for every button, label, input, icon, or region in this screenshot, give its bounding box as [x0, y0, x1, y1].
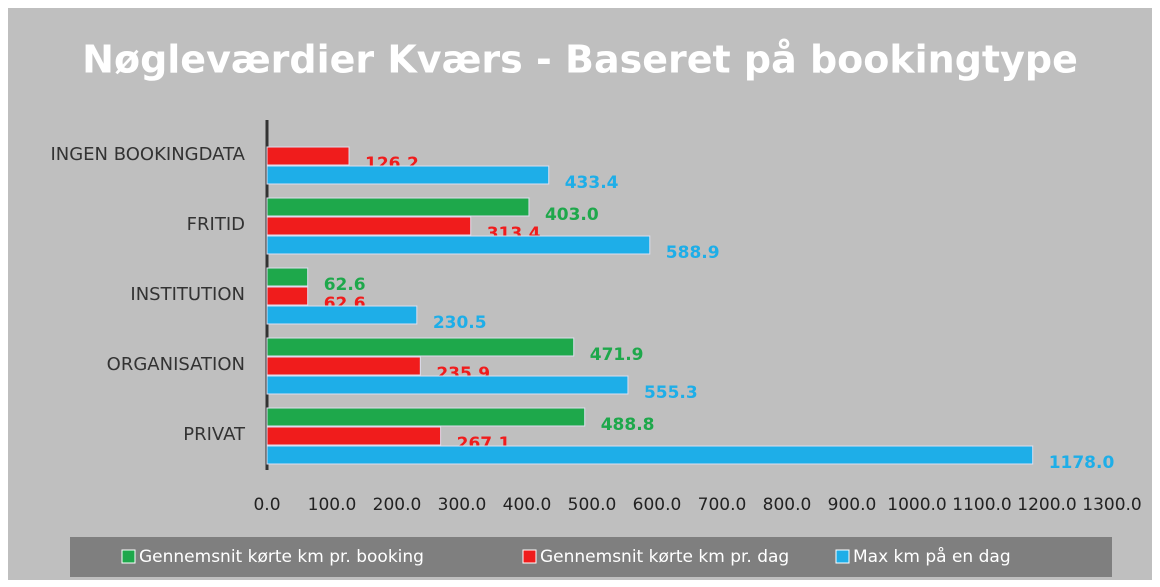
data-label: 555.3	[644, 383, 698, 403]
data-label: 588.9	[666, 243, 720, 263]
bar	[266, 426, 442, 446]
bar	[266, 356, 421, 376]
x-tick-label: 1300.0	[1082, 495, 1141, 515]
data-label: 1178.0	[1049, 453, 1115, 473]
legend-swatch	[121, 549, 136, 564]
x-tick-label: 200.0	[373, 495, 422, 515]
x-tick-label: 700.0	[698, 495, 747, 515]
data-label: 403.0	[545, 205, 599, 225]
chart-title: Nøgleværdier Kværs - Baseret på bookingt…	[82, 38, 1078, 82]
x-tick-label: 500.0	[568, 495, 617, 515]
legend-swatch	[835, 549, 850, 564]
bar	[266, 216, 472, 236]
data-label: 488.8	[601, 415, 655, 435]
bar	[266, 407, 586, 427]
bar	[266, 445, 1034, 465]
bar	[266, 235, 651, 255]
y-tick-label: INGEN BOOKINGDATA	[50, 144, 245, 165]
data-label: 433.4	[565, 173, 619, 193]
x-tick-label: 400.0	[503, 495, 552, 515]
x-tick-label: 100.0	[308, 495, 357, 515]
legend-label: Gennemsnit kørte km pr. booking	[139, 547, 424, 567]
bar	[266, 337, 575, 357]
data-label: 471.9	[590, 345, 644, 365]
x-tick-label: 300.0	[438, 495, 487, 515]
x-tick-label: 600.0	[633, 495, 682, 515]
bar	[266, 375, 629, 395]
bar	[266, 197, 530, 217]
x-tick-label: 800.0	[763, 495, 812, 515]
bar	[266, 165, 550, 185]
y-tick-label: INSTITUTION	[130, 284, 245, 305]
x-tick-label: 1200.0	[1017, 495, 1076, 515]
legend-background	[70, 537, 1112, 577]
legend-label: Max km på en dag	[853, 546, 1011, 567]
chart-background	[8, 8, 1152, 580]
y-tick-label: ORGANISATION	[107, 354, 245, 375]
bar	[266, 305, 418, 325]
data-label: 62.6	[324, 275, 366, 295]
x-tick-label: 0.0	[253, 495, 280, 515]
y-tick-label: FRITID	[187, 214, 245, 235]
x-tick-label: 900.0	[828, 495, 877, 515]
y-tick-label: PRIVAT	[183, 424, 246, 445]
data-label: 230.5	[433, 313, 487, 333]
legend-label: Gennemsnit kørte km pr. dag	[540, 547, 789, 567]
legend-swatch	[522, 549, 537, 564]
bar	[266, 286, 309, 306]
bar	[266, 146, 350, 166]
x-tick-label: 1000.0	[887, 495, 946, 515]
bar	[266, 267, 309, 287]
x-tick-label: 1100.0	[952, 495, 1011, 515]
